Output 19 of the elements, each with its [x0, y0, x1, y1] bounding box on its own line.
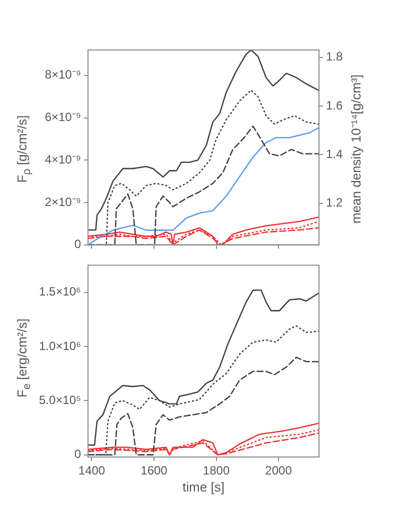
- x-axis-title: time [s]: [182, 480, 224, 494]
- y2-tick-label: 1.8: [326, 50, 344, 64]
- x-tick-label: 1600: [140, 464, 168, 478]
- y-tick-label: 0: [74, 237, 82, 252]
- x-tick-label: 1800: [202, 464, 230, 478]
- y-tick-label: 1.5×10⁶: [39, 284, 82, 299]
- y-tick-label: 0: [74, 447, 82, 462]
- y-tick-label: 6×10⁻⁹: [44, 110, 81, 124]
- y-tick-label: 8×10⁻⁹: [44, 68, 81, 82]
- y2-tick-label: 1.6: [326, 98, 344, 112]
- y-tick-label: 4×10⁻⁹: [44, 152, 81, 166]
- y-tick-label: 5.0×10⁵: [38, 392, 82, 407]
- x-tick-label: 1400: [78, 464, 106, 478]
- y-tick-label: 1.0×10⁶: [39, 338, 82, 353]
- y2-tick-label: 1.2: [326, 196, 344, 210]
- y2-axis-title: mean density 10⁻¹⁴[g/cm³]: [348, 74, 364, 224]
- y2-tick-label: 1.4: [326, 147, 344, 162]
- y-tick-label: 2×10⁻⁹: [44, 194, 81, 209]
- x-tick-label: 2000: [265, 464, 292, 478]
